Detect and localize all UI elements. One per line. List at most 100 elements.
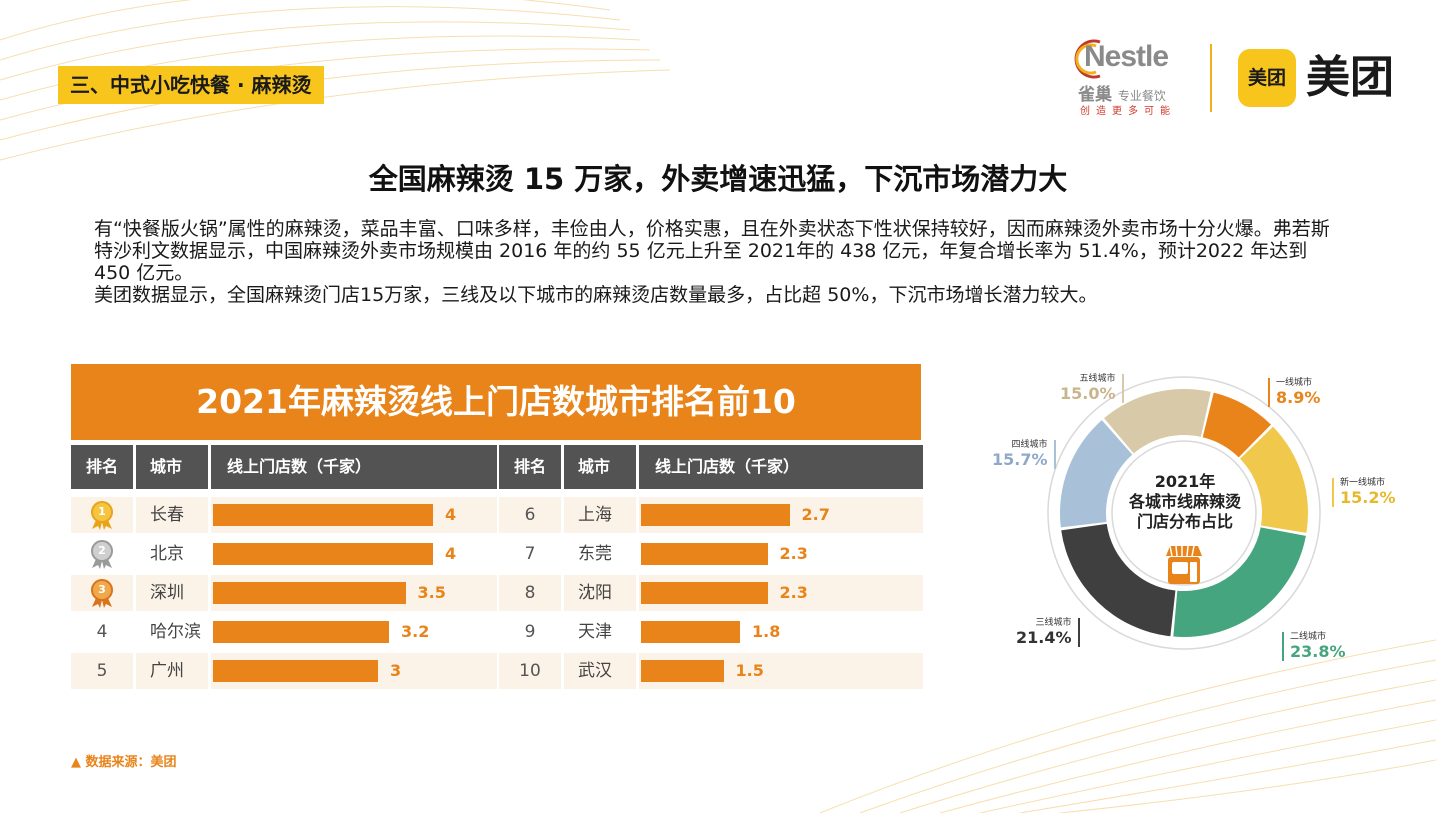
city-name: 深圳 [150,583,184,603]
rank-medal-number: 1 [98,505,106,518]
donut-slice-name: 三线城市 [1035,618,1072,628]
store-count-bar [641,543,768,565]
intro-text: 有“快餐版火锅”属性的麻辣烫，菜品丰富、口味多样，丰俭由人，价格实惠，且在外卖状… [94,218,1344,306]
city-name: 东莞 [578,544,612,564]
donut-slice-percent: 23.8% [1290,642,1346,661]
table-header-city: 城市 [564,445,636,489]
store-count-bar [641,621,740,643]
store-count-label: 4 [445,505,457,524]
donut-outer-ring [1047,376,1321,650]
donut-slice [1061,523,1176,637]
rank-number: 10 [519,661,541,681]
store-count-bar [213,582,406,604]
intro-paragraph: 美团数据显示，全国麻辣烫门店15万家，三线及以下城市的麻辣烫店数量最多，占比超 … [94,284,1098,306]
donut-slice-name: 一线城市 [1276,378,1313,388]
table-row-background [136,497,208,533]
rank-number: 4 [96,622,108,642]
rank-medal-number: 2 [98,544,106,557]
city-name: 北京 [150,544,184,564]
donut-slice-name: 四线城市 [1011,440,1048,450]
table-row-background [564,653,636,689]
donut-slice-percent: 15.2% [1340,488,1396,507]
store-count-bar [213,660,378,682]
store-count-label: 2.3 [779,583,808,602]
donut-slice-label: 四线城市 15.7% [992,440,1056,469]
city-name: 武汉 [578,661,612,681]
storefront-icon [1166,545,1202,584]
donut-slice-label: 一线城市 8.9% [1268,378,1320,407]
donut-slice-label: 三线城市 21.4% [1016,618,1080,647]
meituan-badge: 美团 [1238,49,1296,107]
donut-slice-label: 新一线城市 15.2% [1332,478,1396,507]
store-count-label: 1.8 [752,622,781,641]
bronze-medal-icon [91,579,113,608]
donut-center-line: 各城市线麻辣烫 [1128,492,1241,511]
rank-number: 8 [524,583,536,603]
table-row-background [564,497,636,533]
donut-slice-percent: 15.0% [1060,384,1116,403]
donut-slice [1173,527,1306,637]
store-count-label: 3 [390,661,402,680]
store-count-bar [641,504,790,526]
store-count-label: 4 [445,544,457,563]
city-name: 哈尔滨 [150,622,201,642]
nestle-slogan: 创造更多可能 [1080,106,1176,117]
meituan-wordmark: 美团 [1306,52,1394,103]
donut-slice-label: 二线城市 23.8% [1282,632,1346,661]
table-row-background [499,497,561,533]
rank-number: 7 [524,544,536,564]
donut-center-line: 2021年 [1154,472,1216,491]
nestle-cn-sub: 专业餐饮 [1117,89,1166,103]
intro-paragraph: 有“快餐版火锅”属性的麻辣烫，菜品丰富、口味多样，丰俭由人，价格实惠，且在外卖状… [94,218,1330,284]
store-count-bar [213,504,433,526]
donut-slice-name: 新一线城市 [1340,478,1386,488]
store-count-bar [641,660,724,682]
donut-slice-name: 五线城市 [1079,374,1116,384]
table-header-value: 线上门店数（千家） [211,445,497,489]
rank-number: 9 [524,622,536,642]
table-header-rank: 排名 [499,445,561,489]
donut-slice-name: 二线城市 [1290,632,1327,642]
donut-slice [1104,389,1211,454]
city-name: 上海 [578,505,612,525]
section-tag: 三、中式小吃快餐 · 麻辣烫 [58,66,324,104]
donut-slice-percent: 21.4% [1016,628,1072,647]
table-row-background [71,653,133,689]
store-count-label: 3.5 [417,583,446,602]
gold-medal-icon [91,501,113,530]
logo-group: Nestle 雀巢 专业餐饮 创造更多可能 美团 美团 [1062,36,1412,120]
table-header-city: 城市 [136,445,208,489]
donut-slice [1202,392,1271,458]
city-name: 广州 [150,661,184,681]
donut-slice-percent: 8.9% [1276,388,1321,407]
donut-center-line: 门店分布占比 [1136,512,1233,531]
silver-medal-icon [91,540,113,569]
store-count-label: 2.3 [779,544,808,563]
table-row-background [136,575,208,611]
table-row-background [564,575,636,611]
page-headline: 全国麻辣烫 15 万家，外卖增速迅猛，下沉市场潜力大 [368,162,1068,196]
store-count-label: 3.2 [401,622,430,641]
donut-inner-ring [1111,440,1257,586]
city-name: 沈阳 [578,583,612,603]
table-header-value: 线上门店数（千家） [639,445,923,489]
donut-slice-percent: 15.7% [992,450,1048,469]
rank-medal-number: 3 [98,583,106,596]
nestle-cn-brand: 雀巢 [1078,85,1112,105]
logo-divider [1210,44,1212,112]
store-count-bar [213,621,389,643]
data-source-note: ▲ 数据来源：美团 [71,755,177,770]
store-count-bar [641,582,768,604]
store-count-bar [213,543,433,565]
table-row-background [499,575,561,611]
donut-slice [1240,426,1308,533]
rank-number: 6 [524,505,536,525]
rank-number: 5 [96,661,108,681]
store-count-label: 1.5 [735,661,764,680]
city-name: 长春 [150,505,184,525]
nestle-cn-name: 雀巢 专业餐饮 [1078,80,1166,105]
donut-slice-label: 五线城市 15.0% [1060,374,1124,403]
donut-center-title: 2021年 各城市线麻辣烫 门店分布占比 [1118,472,1252,532]
